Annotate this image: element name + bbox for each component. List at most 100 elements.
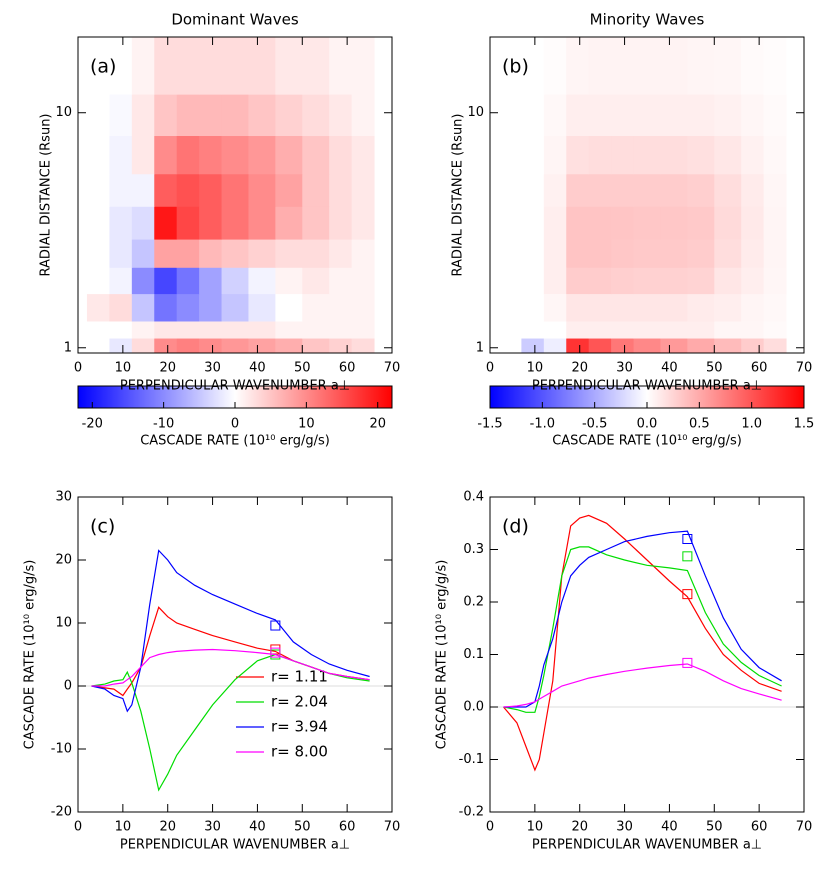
heatmap-cell [611,206,635,240]
heatmap-cell [633,94,661,137]
heatmap-cell [543,267,567,295]
x-axis-label: PERPENDICULAR WAVENUMBER a⊥ [120,838,350,853]
heatmap-cell [498,173,522,207]
y-tick-label: 30 [55,490,72,505]
heatmap-cell [302,338,330,354]
heatmap-cell [763,320,787,339]
x-tick-label: 10 [115,820,132,835]
heatmap-cell [588,320,612,339]
heatmap-cell [714,206,742,240]
colorbar-tick-label: 1.0 [741,417,762,432]
heatmap-cell [763,239,787,268]
heatmap-cell [521,320,545,339]
series-marker [682,534,693,544]
y-tick-label: -20 [51,805,72,820]
heatmap-cell [543,37,567,95]
x-tick-label: 10 [527,820,544,835]
heatmap-cell [351,293,375,322]
heatmap-cell [498,135,522,175]
y-tick-label: 0.2 [463,595,484,610]
heatmap-cell [131,135,155,175]
heatmap-cell [741,320,765,339]
x-tick-label: 20 [571,361,588,376]
heatmap-cell [109,293,133,322]
x-tick-label: 0 [486,361,494,376]
heatmap-cell [543,173,567,207]
x-tick-label: 60 [751,361,768,376]
heatmap-cell [154,135,178,175]
heatmap-cell [248,338,276,354]
heatmap-cell [275,206,303,240]
heatmap-cell [109,94,133,137]
heatmap-cell [86,320,110,339]
heatmap-cell [714,320,742,339]
heatmap-cell [588,338,612,354]
heatmap-cell [741,206,765,240]
heatmap-cell [221,293,249,322]
legend-label: r= 3.94 [271,718,328,736]
heatmap-cell [302,37,330,95]
series-line [503,530,782,708]
heatmap-cell [498,37,522,95]
heatmap-cell [329,320,353,339]
heatmap-cell [86,37,110,95]
x-tick-label: 40 [249,361,266,376]
heatmap-cell [275,338,303,354]
y-tick-label: -0.2 [459,805,484,820]
heatmap-cell [588,135,612,175]
heatmap-cell [109,37,133,95]
heatmap-cell [521,94,545,137]
heatmap-cell [351,239,375,268]
heatmap-cell [86,267,110,295]
heatmap-cell [302,206,330,240]
heatmap-cell [588,206,612,240]
heatmap-cell [543,94,567,137]
heatmap-cell [741,267,765,295]
heatmap-cell [566,267,590,295]
heatmap-cell [275,37,303,95]
heatmap-cell [131,338,155,354]
heatmap-cell [660,267,688,295]
y-tick-label: 1 [64,340,72,355]
heatmap-cell [154,239,178,268]
heatmap-cell [687,338,715,354]
series-line [91,549,370,713]
heatmap-cell [611,135,635,175]
x-tick-label: 70 [796,820,813,835]
heatmap-cell [131,320,155,339]
y-tick-label: 20 [55,553,72,568]
heatmap-cell [275,320,303,339]
heatmap-cell [633,173,661,207]
heatmap-cell [521,338,545,354]
heatmap-cell [543,293,567,322]
heatmap-cell [611,267,635,295]
y-tick-label: 10 [467,105,484,120]
heatmap-cell [588,293,612,322]
heatmap-cell [611,293,635,322]
heatmap-cell [329,37,353,95]
heatmap-cell [86,338,110,354]
heatmap-cell [521,37,545,95]
heatmap-cell [248,37,276,95]
heatmap-cell [176,293,200,322]
heatmap-cell [566,173,590,207]
colorbar-tick-label: 20 [369,417,386,432]
colorbar-tick-label: -20 [82,417,103,432]
heatmap-cell [763,37,787,95]
heatmap-cell [763,206,787,240]
x-tick-label: 10 [527,361,544,376]
series-marker [682,589,693,600]
heatmap-cell [611,173,635,207]
heatmap-cell [687,37,715,95]
x-axis-label: PERPENDICULAR WAVENUMBER a⊥ [532,379,762,394]
heatmap-cell [199,267,223,295]
heatmap-cell [498,320,522,339]
heatmap-cell [566,135,590,175]
heatmap-cell [302,267,330,295]
heatmap-cell [221,173,249,207]
heatmap-cell [498,293,522,322]
x-tick-label: 0 [74,820,82,835]
heatmap-cell [741,173,765,207]
colorbar-tick-label: 10 [298,417,315,432]
